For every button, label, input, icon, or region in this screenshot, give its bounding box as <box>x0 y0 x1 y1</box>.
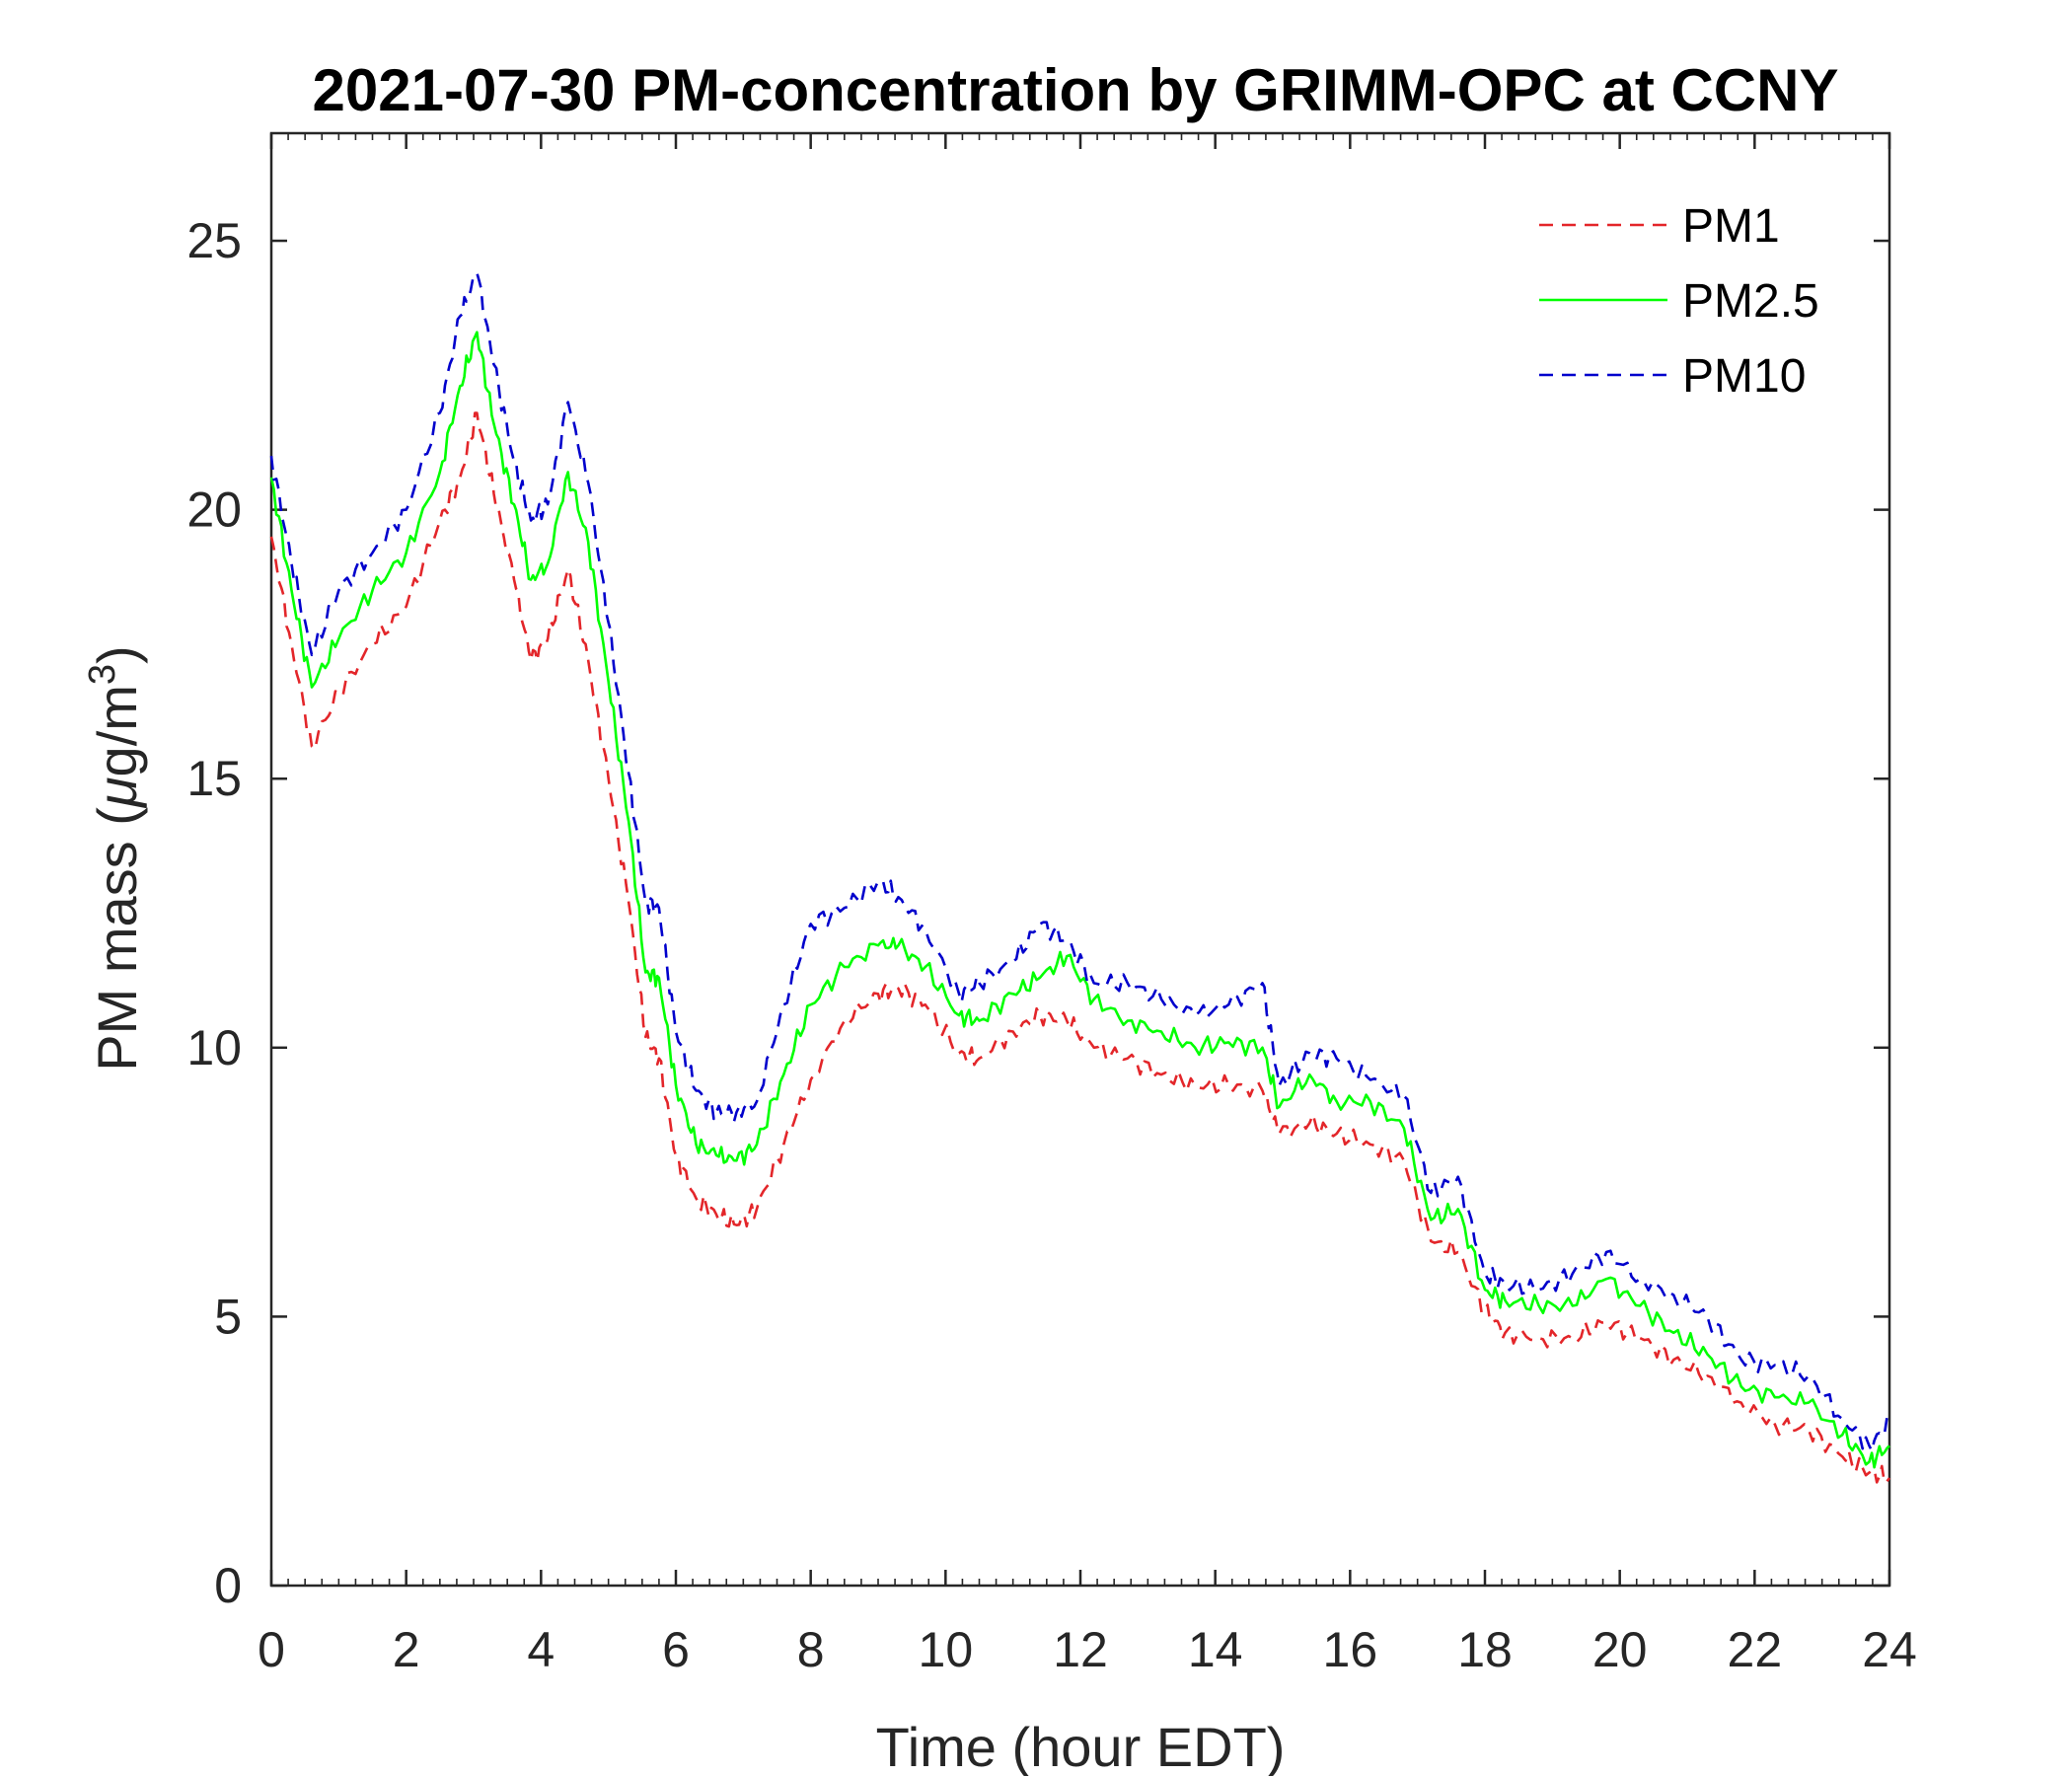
x-tick-label: 0 <box>258 1622 285 1677</box>
series-line-pm1 <box>269 411 1891 1484</box>
y-axis-label-prefix: PM mass ( <box>86 807 148 1072</box>
legend-label-pm2-5: PM2.5 <box>1682 275 1819 328</box>
series-line-pm2-5 <box>269 331 1890 1469</box>
chart-title: 2021-07-30 PM-concentration by GRIMM-OPC… <box>313 57 1839 123</box>
x-tick-label: 14 <box>1188 1622 1243 1677</box>
x-tick-label: 12 <box>1053 1622 1108 1677</box>
y-tick-label: 5 <box>214 1289 242 1344</box>
y-axis-label: PM mass (μg/m3) <box>82 645 148 1071</box>
x-tick-label: 4 <box>527 1622 555 1677</box>
y-axis-label-mu: μ <box>86 777 148 809</box>
y-tick-label: 15 <box>186 751 242 806</box>
x-tick-label: 16 <box>1323 1622 1378 1677</box>
x-tick-label: 24 <box>1862 1622 1917 1677</box>
y-axis-label-superscript: 3 <box>82 664 123 685</box>
y-tick-label: 25 <box>186 213 242 268</box>
x-tick-label: 2 <box>393 1622 420 1677</box>
y-axis-label-unit: g/m <box>86 685 148 777</box>
x-axis-label: Time (hour EDT) <box>876 1716 1286 1776</box>
y-tick-label: 20 <box>186 482 242 538</box>
y-tick-label: 0 <box>214 1558 242 1613</box>
x-tick-label: 8 <box>797 1622 825 1677</box>
y-tick-label: 10 <box>186 1020 242 1075</box>
x-tick-label: 18 <box>1457 1622 1513 1677</box>
legend: PM1 PM2.5 PM10 <box>1539 200 1819 403</box>
x-tick-label: 22 <box>1728 1622 1783 1677</box>
legend-label-pm1: PM1 <box>1682 200 1780 253</box>
y-axis-label-suffix: ) <box>86 645 148 664</box>
series-line-pm10 <box>269 271 1891 1452</box>
x-tick-label: 10 <box>919 1622 974 1677</box>
x-tick-label: 20 <box>1592 1622 1648 1677</box>
series-lines <box>269 271 1891 1484</box>
legend-label-pm10: PM10 <box>1682 350 1806 403</box>
x-tick-label: 6 <box>662 1622 690 1677</box>
